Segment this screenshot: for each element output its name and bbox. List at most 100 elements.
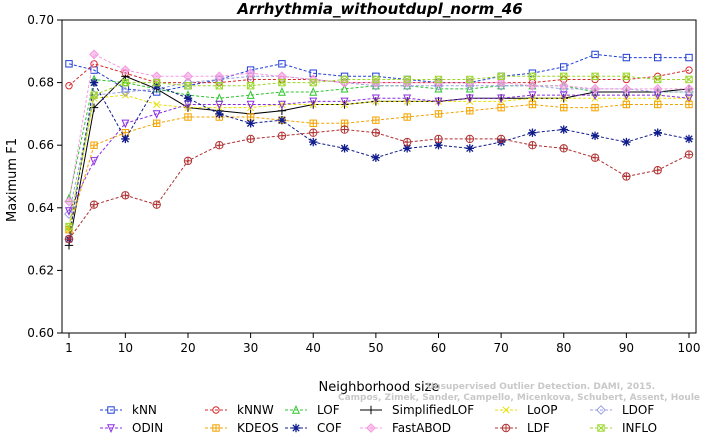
data-point-kdeos (309, 119, 317, 127)
data-point-odin (403, 94, 412, 104)
data-point-inflo (246, 82, 255, 90)
data-point-odin (152, 110, 161, 119)
data-point-cof (340, 144, 349, 153)
legend-label: kNNW (237, 403, 274, 417)
data-point-odin (340, 97, 349, 107)
series-kdeos (65, 100, 693, 234)
data-point-knnw (685, 66, 693, 74)
y-tick-label: 0.66 (27, 138, 54, 152)
plot-frame (61, 19, 697, 334)
legend-marker-inflo (597, 424, 605, 432)
data-point-fastabod (64, 196, 74, 207)
series-line-odin (68, 94, 690, 212)
legend-label: FastABOD (392, 421, 451, 434)
data-point-knn (65, 60, 73, 68)
data-point-cof (590, 131, 600, 141)
data-point-kdeos (403, 113, 411, 121)
legend-marker-ldf (501, 423, 511, 433)
data-point-inflo (152, 78, 161, 87)
data-point-fastabod (183, 71, 193, 82)
data-point-inflo (309, 78, 317, 87)
data-point-odin (371, 94, 380, 104)
data-point-kdeos (434, 110, 443, 118)
data-point-inflo (653, 75, 662, 84)
legend-marker-fastabod (366, 423, 376, 433)
data-point-cof (121, 134, 130, 144)
data-point-fastabod (120, 65, 131, 75)
data-point-fastabod (590, 83, 600, 94)
legend-item-odin: ODIN (100, 421, 163, 434)
data-point-cof (434, 141, 443, 150)
data-point-kdeos (560, 103, 568, 112)
data-point-cof (653, 128, 662, 137)
data-point-ldf (465, 134, 475, 144)
data-point-inflo (340, 75, 349, 84)
data-point-knn (278, 60, 286, 68)
legend-item-kdeos: KDEOS (205, 421, 279, 434)
legend-item-knnw: kNNW (205, 403, 274, 417)
data-point-odin (90, 157, 99, 166)
plot-area (61, 19, 697, 334)
data-point-inflo (278, 78, 286, 87)
data-point-odin (65, 207, 73, 216)
x-axis-label: Neighborhood size (319, 380, 440, 395)
data-point-ldf (434, 134, 443, 144)
data-point-kdeos (152, 119, 161, 127)
data-point-loop (121, 91, 129, 99)
data-point-odin (465, 94, 474, 104)
data-point-lof (309, 86, 318, 96)
data-point-cof (246, 119, 255, 128)
data-point-kdeos (184, 113, 192, 121)
data-point-odin (685, 94, 693, 104)
legend-label: SimplifiedLOF (392, 403, 474, 417)
data-point-loop (153, 100, 161, 109)
x-tick-label: 100 (678, 341, 701, 355)
legend-item-fastabod: FastABOD (360, 421, 451, 434)
data-point-kdeos (466, 107, 474, 115)
watermark-line-1: Campos, Zimek, Sander, Campello, Micenko… (338, 393, 700, 403)
data-point-ldf (152, 200, 161, 209)
data-point-inflo (560, 72, 568, 81)
y-axis: 0.60 0.62 0.64 0.66 0.68 0.70 (27, 13, 62, 340)
data-point-cof (622, 137, 631, 147)
legend-label: INFLO (622, 421, 657, 434)
data-point-inflo (215, 82, 224, 90)
data-point-fastabod (496, 77, 507, 88)
data-point-ldf (277, 131, 287, 141)
data-point-inflo (65, 222, 73, 231)
data-point-knn (685, 53, 693, 62)
data-point-fastabod (684, 83, 694, 94)
data-point-ldf (559, 144, 568, 153)
series-line-knnw (68, 63, 690, 87)
data-point-ldf (371, 128, 381, 137)
data-point-fastabod (89, 49, 99, 60)
data-point-odin (121, 119, 130, 129)
data-point-cof (528, 128, 537, 137)
legend-label: ODIN (132, 421, 163, 434)
data-point-inflo (622, 72, 631, 81)
data-point-inflo (528, 72, 537, 81)
data-point-inflo (685, 75, 693, 84)
data-point-cof (559, 125, 568, 134)
data-point-kdeos (622, 100, 631, 109)
legend-item-simplifiedlof: SimplifiedLOF (360, 403, 474, 417)
legend-marker-simplifiedlof (366, 405, 376, 415)
data-point-odin (215, 100, 224, 110)
legend-label: LOF (317, 403, 340, 417)
data-point-kdeos (591, 103, 599, 112)
data-point-fastabod (277, 71, 287, 82)
data-point-odin (559, 91, 568, 101)
legend-marker-odin (107, 424, 115, 434)
data-point-ldf (340, 125, 349, 134)
data-point-cof (309, 137, 318, 147)
watermark-line-2: Unsupervised Outlier Detection. DAMI, 20… (427, 382, 655, 392)
data-point-cof (684, 134, 694, 144)
series-line-loop (68, 94, 689, 230)
data-point-ldf (496, 134, 506, 144)
legend-item-ldof: LDOF (590, 403, 654, 417)
legend-label: LDOF (622, 403, 654, 417)
legend-marker-knn (107, 406, 115, 414)
series-cof (64, 78, 694, 244)
watermark: Unsupervised Outlier Detection. DAMI, 20… (338, 382, 700, 403)
data-point-kdeos (685, 100, 693, 109)
